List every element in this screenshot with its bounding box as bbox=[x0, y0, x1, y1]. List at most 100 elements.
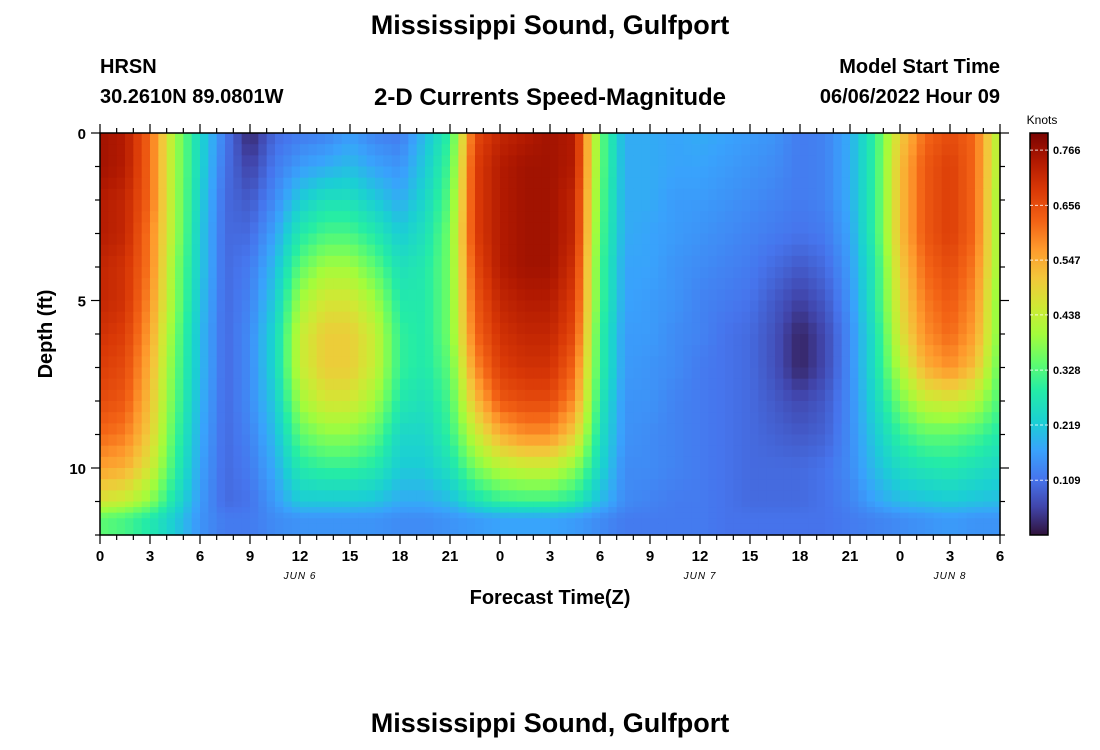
heatmap-cell bbox=[583, 188, 593, 201]
heatmap-cell bbox=[333, 507, 343, 514]
heatmap-cell bbox=[358, 300, 368, 313]
x-tick-label: 6 bbox=[996, 548, 1004, 565]
heatmap-cell bbox=[491, 144, 501, 156]
heatmap-cell bbox=[250, 523, 259, 531]
heatmap-cell bbox=[300, 233, 309, 246]
heatmap-cell bbox=[366, 378, 376, 391]
heatmap-cell bbox=[166, 345, 176, 357]
heatmap-cell bbox=[750, 222, 759, 235]
heatmap-cell bbox=[533, 468, 543, 480]
heatmap-cell bbox=[950, 144, 959, 156]
heatmap-cell bbox=[166, 300, 176, 313]
heatmap-cell bbox=[891, 367, 901, 380]
heatmap-cell bbox=[983, 423, 993, 436]
heatmap-cell bbox=[516, 529, 526, 536]
heatmap-cell bbox=[608, 518, 618, 525]
heatmap-cell bbox=[216, 278, 226, 290]
heatmap-cell bbox=[933, 188, 943, 201]
heatmap-cell bbox=[866, 244, 876, 257]
heatmap-cell bbox=[833, 367, 843, 380]
heatmap-cell bbox=[833, 278, 843, 290]
heatmap-cell bbox=[566, 501, 576, 508]
heatmap-cell bbox=[350, 378, 359, 391]
heatmap-cell bbox=[658, 479, 668, 491]
heatmap-cell bbox=[641, 177, 651, 190]
heatmap-cell bbox=[575, 144, 584, 156]
heatmap-cell bbox=[533, 434, 543, 447]
colorbar-unit: Knots bbox=[1027, 113, 1058, 127]
heatmap-cell bbox=[191, 133, 201, 145]
heatmap-cell bbox=[450, 456, 459, 469]
heatmap-cell bbox=[425, 200, 434, 212]
heatmap-cell bbox=[858, 289, 868, 302]
y-tick-label: 0 bbox=[78, 126, 86, 143]
heatmap-cell bbox=[741, 177, 751, 190]
heatmap-cell bbox=[750, 188, 759, 201]
heatmap-cell bbox=[566, 267, 576, 279]
heatmap-cell bbox=[925, 378, 934, 391]
heatmap-cell bbox=[633, 378, 643, 391]
heatmap-cell bbox=[733, 177, 743, 190]
heatmap-cell bbox=[808, 222, 818, 235]
heatmap-cell bbox=[525, 468, 534, 480]
heatmap-cell bbox=[508, 267, 518, 279]
heatmap-cell bbox=[883, 155, 893, 168]
heatmap-cell bbox=[766, 267, 776, 279]
heatmap-cell bbox=[350, 523, 359, 531]
heatmap-cell bbox=[275, 300, 284, 313]
heatmap-cell bbox=[416, 155, 426, 168]
heatmap-cell bbox=[408, 345, 418, 357]
heatmap-cell bbox=[166, 518, 176, 525]
heatmap-cell bbox=[116, 188, 126, 201]
heatmap-cell bbox=[675, 255, 684, 268]
heatmap-cell bbox=[641, 456, 651, 469]
heatmap-cell bbox=[925, 507, 934, 514]
heatmap-cell bbox=[658, 211, 668, 223]
heatmap-cell bbox=[725, 356, 734, 369]
heatmap-cell bbox=[966, 434, 976, 447]
heatmap-cell bbox=[633, 255, 643, 268]
heatmap-cell bbox=[775, 401, 784, 413]
heatmap-cell bbox=[391, 401, 401, 413]
heatmap-cell bbox=[433, 518, 443, 525]
heatmap-cell bbox=[991, 233, 1001, 246]
heatmap-cell bbox=[700, 445, 709, 458]
heatmap-cell bbox=[808, 389, 818, 402]
heatmap-cell bbox=[441, 267, 451, 279]
heatmap-cell bbox=[241, 412, 251, 424]
heatmap-cell bbox=[750, 445, 759, 458]
heatmap-cell bbox=[358, 289, 368, 302]
heatmap-cell bbox=[925, 345, 934, 357]
heatmap-cell bbox=[116, 155, 126, 168]
heatmap-cell bbox=[633, 507, 643, 514]
heatmap-cell bbox=[616, 356, 626, 369]
heatmap-cell bbox=[316, 233, 326, 246]
heatmap-cell bbox=[716, 367, 726, 380]
heatmap-cell bbox=[600, 233, 609, 246]
heatmap-cell bbox=[566, 423, 576, 436]
heatmap-cell bbox=[675, 155, 684, 168]
heatmap-cell bbox=[825, 518, 834, 525]
heatmap-cell bbox=[541, 244, 551, 257]
heatmap-cell bbox=[800, 490, 809, 503]
heatmap-cell bbox=[700, 255, 709, 268]
heatmap-cell bbox=[450, 200, 459, 212]
heatmap-cell bbox=[475, 222, 484, 235]
heatmap-cell bbox=[825, 133, 834, 145]
heatmap-cell bbox=[308, 233, 318, 246]
heatmap-cell bbox=[716, 456, 726, 469]
heatmap-cell bbox=[366, 177, 376, 190]
heatmap-cell bbox=[583, 468, 593, 480]
heatmap-cell bbox=[925, 144, 934, 156]
heatmap-cell bbox=[725, 378, 734, 391]
heatmap-cell bbox=[691, 501, 701, 508]
date-label: JUN 7 bbox=[683, 571, 717, 582]
heatmap-cell bbox=[625, 501, 634, 508]
heatmap-cell bbox=[133, 479, 143, 491]
heatmap-cell bbox=[891, 166, 901, 179]
heatmap-cell bbox=[741, 200, 751, 212]
heatmap-cell bbox=[108, 529, 118, 536]
heatmap-cell bbox=[458, 155, 468, 168]
heatmap-cell bbox=[900, 166, 909, 179]
heatmap-cell bbox=[108, 300, 118, 313]
